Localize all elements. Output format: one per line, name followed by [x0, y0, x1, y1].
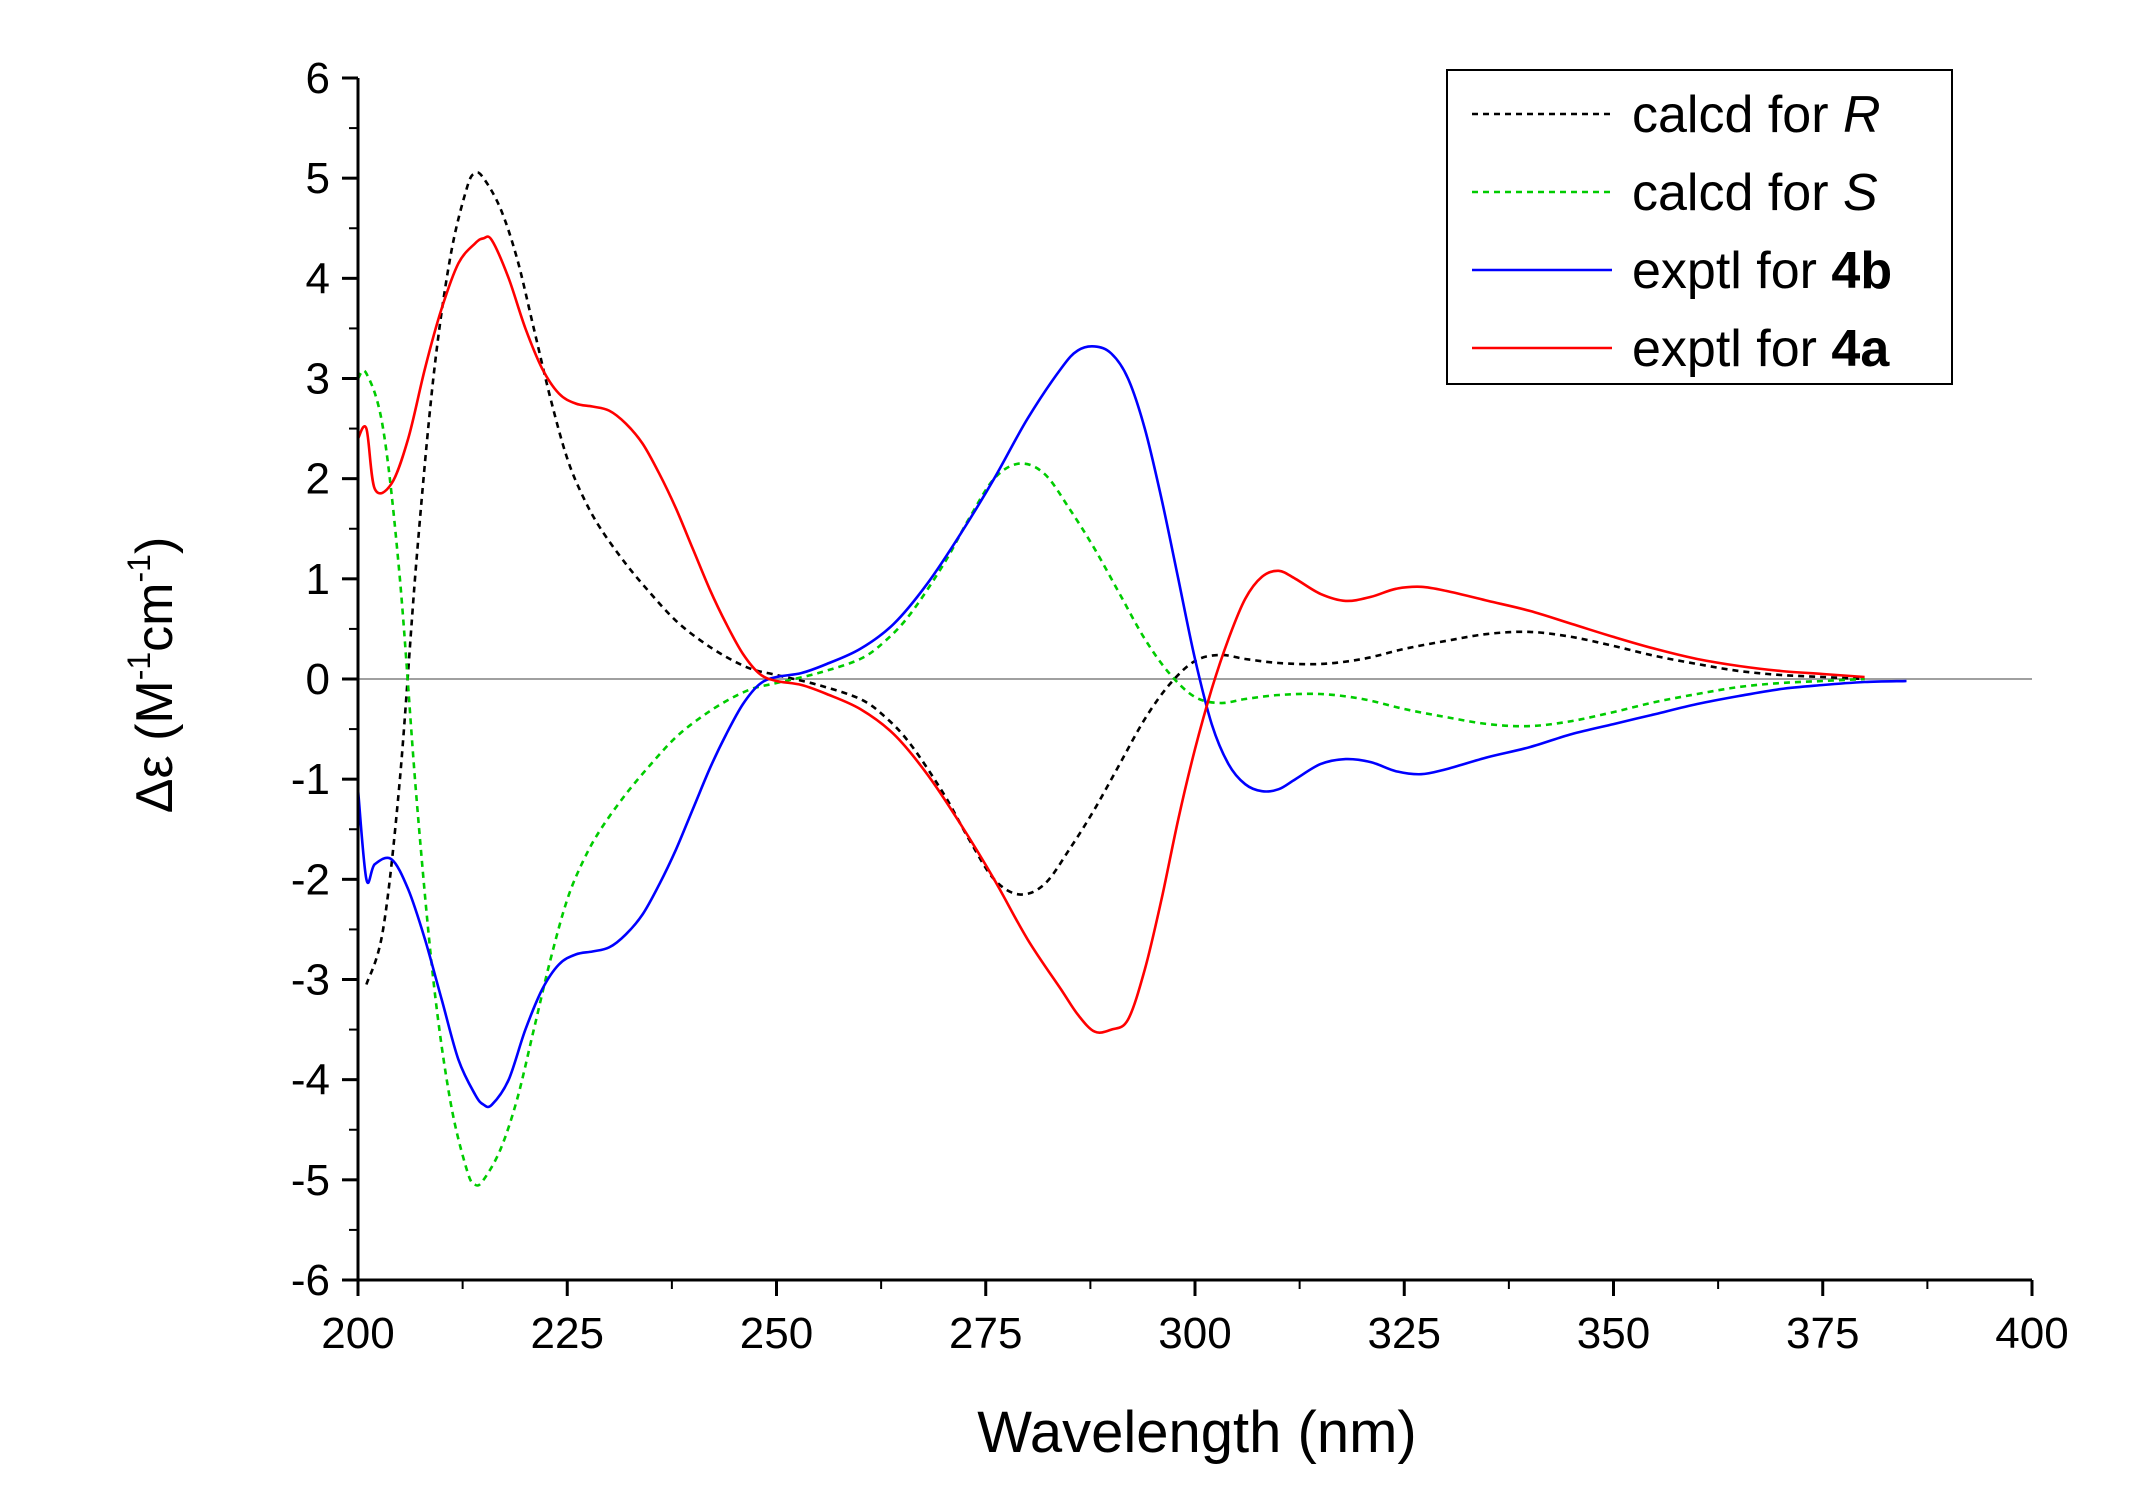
x-tick-label: 300 [1158, 1309, 1231, 1358]
legend-label-emphasis: R [1843, 86, 1881, 144]
x-tick-label: 225 [531, 1309, 604, 1358]
legend-label-emphasis: 4b [1831, 242, 1892, 300]
y-axis-title-mid: cm [126, 583, 184, 652]
y-tick-label: 3 [306, 355, 330, 404]
tick-marks-and-labels: 200 225 250 275 300 325 350 375 400-6-5-4-3-2-10… [291, 54, 2069, 1358]
x-tick-label: 325 [1368, 1309, 1441, 1358]
series-line-4 [356, 235, 1865, 1034]
y-tick-label: -1 [291, 755, 330, 804]
legend-box [1446, 69, 1953, 385]
y-tick-label: 4 [306, 254, 330, 303]
y-tick-label: 6 [306, 54, 330, 103]
series-line-1 [365, 171, 1865, 985]
plot-area [356, 171, 2032, 1187]
y-tick-label: -3 [291, 956, 330, 1005]
legend-label-emphasis: S [1843, 164, 1878, 222]
series-line-2 [356, 369, 1865, 1187]
y-axis-title-suffix: ) [126, 537, 184, 554]
legend-label-3: exptl for 4b [1632, 242, 1892, 300]
x-tick-label: 250 [740, 1309, 813, 1358]
y-tick-label: -4 [291, 1056, 330, 1105]
legend-label-text: exptl for [1632, 242, 1831, 300]
legend-label-text: exptl for [1632, 320, 1831, 378]
legend-label-1: calcd for R [1632, 86, 1881, 144]
y-tick-label: 5 [306, 154, 330, 203]
x-tick-label: 350 [1577, 1309, 1650, 1358]
y-tick-label: 0 [306, 655, 330, 704]
y-tick-label: -2 [291, 855, 330, 904]
y-axis-title-sup-1: -1 [121, 652, 157, 680]
x-tick-label: 400 [1995, 1309, 2068, 1358]
y-tick-label: 2 [306, 455, 330, 504]
x-axis-title: Wavelength (nm) [977, 1400, 1416, 1465]
series-line-3 [356, 344, 1907, 1109]
x-tick-label: 275 [949, 1309, 1022, 1358]
y-tick-label: -6 [291, 1256, 330, 1305]
legend-label-4: exptl for 4a [1632, 320, 1890, 378]
legend-label-text: calcd for [1632, 86, 1843, 144]
y-axis-title-prefix: Δε (M [126, 680, 184, 813]
y-axis-title: Δε (M-1cm-1) [121, 537, 184, 814]
x-tick-label: 200 [321, 1309, 394, 1358]
y-tick-label: -5 [291, 1156, 330, 1205]
x-tick-label: 375 [1786, 1309, 1859, 1358]
y-axis-title-sup-2: -1 [121, 554, 157, 582]
y-tick-label: 1 [306, 555, 330, 604]
legend-label-emphasis: 4a [1831, 320, 1890, 378]
legend-label-text: calcd for [1632, 164, 1843, 222]
legend-label-2: calcd for S [1632, 164, 1878, 222]
